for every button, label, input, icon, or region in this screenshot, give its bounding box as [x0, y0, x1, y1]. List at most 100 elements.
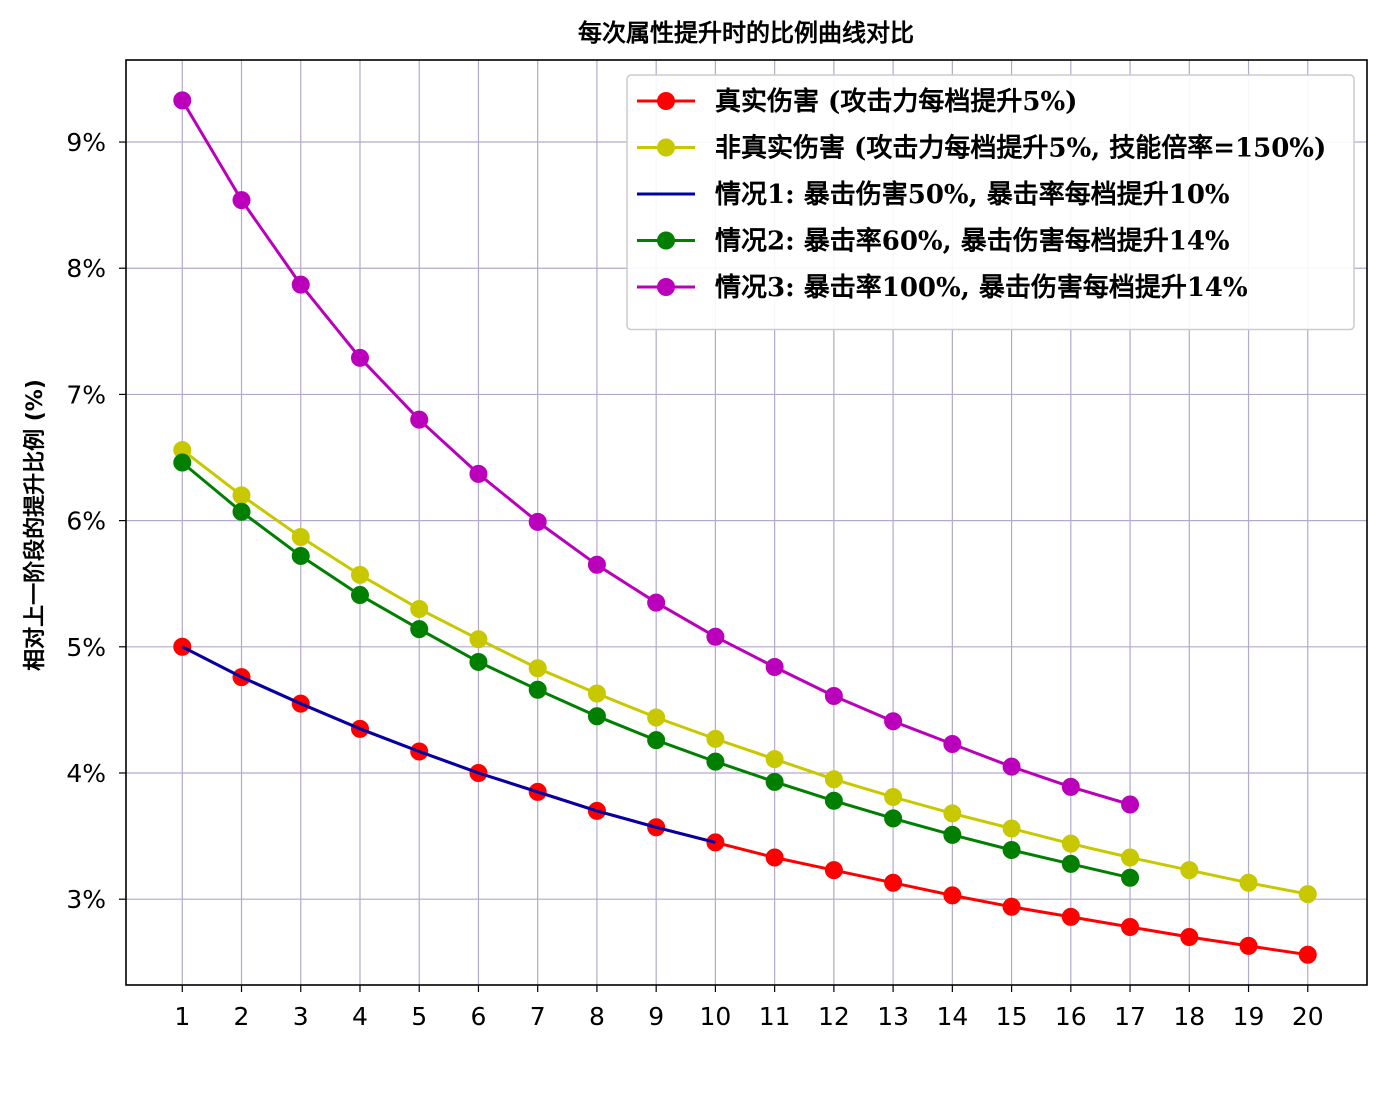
data-point: [1061, 777, 1080, 796]
data-point: [350, 348, 369, 367]
x-tick-label: 4: [352, 1002, 368, 1031]
legend-label: 真实伤害 (攻击力每档提升5%): [715, 86, 1077, 117]
legend-entry: 情况3: 暴击率100%, 暴击伤害每档提升14%: [637, 272, 1248, 303]
legend-entry: 情况2: 暴击率60%, 暴击伤害每档提升14%: [637, 226, 1230, 257]
data-point: [410, 599, 429, 618]
data-point: [943, 804, 962, 823]
data-point: [647, 731, 666, 750]
data-point: [1121, 848, 1140, 867]
data-point: [765, 848, 784, 867]
chart-title: 每次属性提升时的比例曲线对比: [578, 19, 914, 47]
legend-entry: 非真实伤害 (攻击力每档提升5%, 技能倍率=150%): [637, 133, 1326, 164]
legend-entry: 真实伤害 (攻击力每档提升5%): [637, 86, 1077, 117]
data-point: [765, 657, 784, 676]
data-point: [587, 707, 606, 726]
x-tick-label: 20: [1292, 1002, 1324, 1031]
data-point: [943, 734, 962, 753]
data-point: [350, 586, 369, 605]
data-point: [1002, 757, 1021, 776]
x-tick-label: 15: [996, 1002, 1028, 1031]
data-point: [765, 772, 784, 791]
data-point: [647, 593, 666, 612]
data-point: [706, 627, 725, 646]
y-tick-label: 9%: [66, 128, 106, 157]
series-2: [173, 440, 1317, 904]
data-point: [291, 528, 310, 547]
data-point: [587, 684, 606, 703]
data-point: [410, 620, 429, 639]
series-layer: [173, 91, 1317, 964]
data-point: [706, 833, 725, 852]
x-tick-label: 3: [293, 1002, 309, 1031]
data-point: [647, 708, 666, 727]
data-point: [824, 687, 843, 706]
data-point: [469, 652, 488, 671]
y-axis-label: 相对上一阶段的提升比例 (%): [22, 379, 48, 671]
x-tick-label: 16: [1055, 1002, 1087, 1031]
data-point: [1002, 819, 1021, 838]
y-tick-label: 5%: [66, 633, 106, 662]
x-tick-label: 9: [648, 1002, 664, 1031]
legend: 真实伤害 (攻击力每档提升5%) 非真实伤害 (攻击力每档提升5%, 技能倍率=1…: [626, 74, 1355, 331]
legend-marker: [657, 231, 675, 250]
data-point: [232, 502, 251, 521]
series-line: [181, 645, 716, 844]
data-point: [706, 729, 725, 748]
data-point: [1121, 868, 1140, 887]
data-point: [1061, 907, 1080, 926]
x-tick-label: 17: [1114, 1002, 1146, 1031]
data-point: [587, 555, 606, 574]
y-tick-label: 7%: [66, 380, 106, 409]
data-point: [1239, 873, 1258, 892]
data-point: [1180, 861, 1199, 880]
data-point: [884, 787, 903, 806]
x-tick-label: 1: [174, 1002, 190, 1031]
data-point: [173, 91, 192, 110]
x-tick-label: 13: [877, 1002, 909, 1031]
x-tick-label: 7: [530, 1002, 546, 1031]
x-tick-label: 18: [1173, 1002, 1205, 1031]
data-point: [291, 546, 310, 565]
data-point: [232, 191, 251, 210]
data-point: [1061, 854, 1080, 873]
data-point: [1121, 917, 1140, 936]
series-3: [181, 645, 716, 844]
axes: 1 2 3 4 5 6 7 8 9 10 11 12 13 14 15 16 17 18 19 203%4%5%6%7…: [66, 59, 1368, 1031]
y-tick-label: 3%: [66, 885, 106, 914]
data-point: [824, 861, 843, 880]
data-point: [291, 275, 310, 294]
data-point: [1239, 936, 1258, 955]
data-point: [1121, 795, 1140, 814]
data-point: [173, 453, 192, 472]
y-tick-label: 4%: [66, 759, 106, 788]
data-point: [528, 659, 547, 678]
data-point: [884, 712, 903, 731]
data-point: [173, 637, 192, 656]
legend-label: 非真实伤害 (攻击力每档提升5%, 技能倍率=150%): [715, 133, 1326, 164]
legend-label: 情况2: 暴击率60%, 暴击伤害每档提升14%: [715, 226, 1230, 257]
data-point: [469, 464, 488, 483]
data-point: [765, 750, 784, 769]
y-tick-label: 8%: [66, 254, 106, 283]
y-tick-label: 6%: [66, 507, 106, 536]
x-tick-label: 19: [1233, 1002, 1265, 1031]
x-tick-label: 12: [818, 1002, 850, 1031]
data-point: [884, 873, 903, 892]
legend-marker: [657, 138, 675, 157]
x-tick-label: 2: [234, 1002, 250, 1031]
x-tick-label: 10: [699, 1002, 731, 1031]
data-point: [943, 886, 962, 905]
data-point: [1180, 928, 1199, 947]
legend-entry: 情况1: 暴击伤害50%, 暴击率每档提升10%: [637, 179, 1230, 210]
data-point: [410, 410, 429, 429]
x-tick-label: 11: [759, 1002, 791, 1031]
data-point: [706, 752, 725, 771]
x-tick-label: 8: [589, 1002, 605, 1031]
legend-marker: [657, 92, 675, 110]
data-point: [1061, 834, 1080, 853]
series-5: [173, 91, 1140, 814]
legend-box: [626, 74, 1355, 331]
legend-marker: [657, 278, 675, 296]
